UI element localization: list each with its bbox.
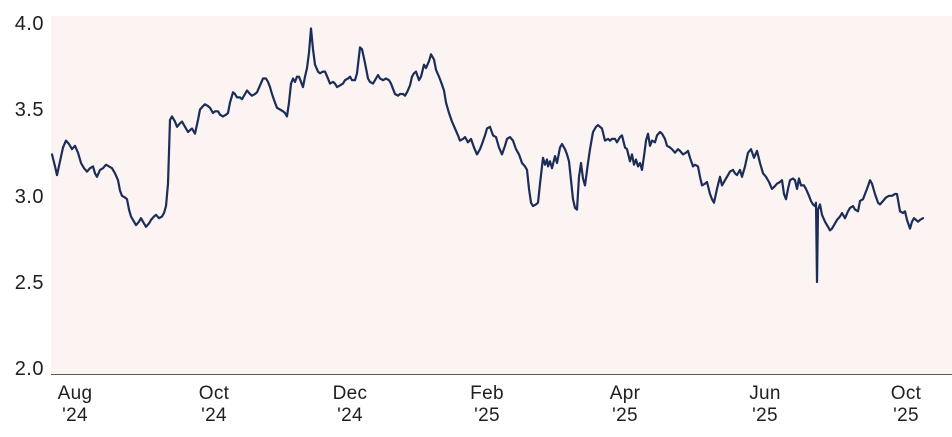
y-tick-label: 2.0 [14,358,44,380]
y-tick-label: 4.0 [14,13,44,35]
x-tick-year: '25 [612,405,638,426]
x-tick-year: '25 [752,405,778,426]
x-tick-year: '24 [201,405,227,426]
x-tick-month: Aug [57,383,93,404]
x-tick-month: Oct [198,383,230,404]
x-tick-label: Aug '24 [33,383,117,427]
x-tick-month: Jun [749,383,781,404]
x-tick-label: Dec '24 [308,383,392,427]
x-tick-month: Oct [890,383,922,404]
x-tick-month: Feb [470,383,504,404]
y-tick-label: 3.0 [14,185,44,208]
x-tick-label: Oct '25 [864,383,948,427]
x-tick-year: '24 [337,405,363,426]
x-tick-label: Jun '25 [723,383,807,427]
series-line [50,27,925,284]
y-tick-label: 3.5 [14,99,44,122]
y-tick-label: 2.5 [14,271,44,294]
plot-area [51,16,952,374]
x-tick-year: '25 [893,405,919,426]
x-tick-month: Dec [332,383,368,404]
x-tick-label: Feb '25 [445,383,529,427]
x-tick-label: Apr '25 [583,383,667,427]
x-tick-month: Apr [609,383,641,404]
x-tick-year: '24 [62,405,88,426]
x-axis-line [51,374,952,375]
x-tick-label: Oct '24 [172,383,256,427]
x-tick-year: '25 [474,405,500,426]
